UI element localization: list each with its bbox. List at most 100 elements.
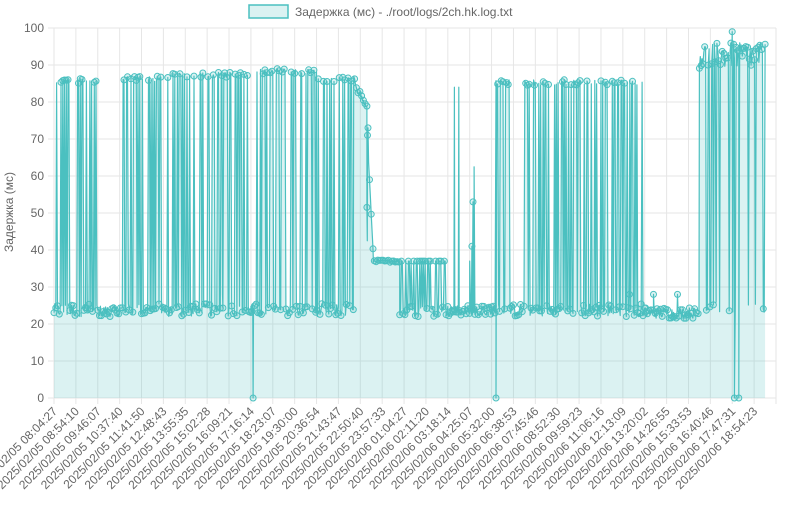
data-point <box>751 56 759 64</box>
data-point <box>92 77 100 85</box>
data-point <box>694 310 702 318</box>
data-point <box>439 303 447 311</box>
data-point <box>758 46 766 53</box>
legend[interactable]: Задержка (мс) - ./root/logs/2ch.hk.log.t… <box>248 4 513 19</box>
y-tick-label: 70 <box>31 132 45 146</box>
data-point <box>125 306 133 314</box>
legend-label[interactable]: Задержка (мс) - ./root/logs/2ch.hk.log.t… <box>295 5 513 19</box>
data-point <box>562 81 570 88</box>
data-point <box>408 302 416 310</box>
data-point <box>600 307 608 315</box>
data-point <box>296 302 304 310</box>
data-point <box>761 40 769 48</box>
data-point <box>190 72 198 80</box>
data-point <box>233 312 241 320</box>
data-point <box>208 311 215 319</box>
data-point <box>716 61 724 68</box>
data-point <box>115 310 123 318</box>
data-point <box>349 306 357 314</box>
y-tick-label: 0 <box>37 391 44 405</box>
data-point <box>129 308 137 316</box>
data-point <box>728 28 736 36</box>
legend-swatch[interactable] <box>248 4 289 19</box>
data-point <box>330 78 338 85</box>
data-point <box>249 394 257 402</box>
data-point <box>492 394 500 402</box>
y-tick-label: 80 <box>31 95 45 109</box>
data-point <box>54 302 61 310</box>
data-point <box>627 305 635 313</box>
data-point <box>674 290 681 298</box>
data-point <box>181 306 189 314</box>
data-point <box>414 313 422 320</box>
data-point <box>185 309 193 316</box>
data-point <box>222 73 230 81</box>
data-point <box>145 76 152 84</box>
data-point <box>691 305 699 313</box>
data-point <box>621 79 629 87</box>
data-point <box>228 302 236 310</box>
data-point <box>280 65 288 73</box>
y-tick-label: 10 <box>31 354 45 368</box>
data-point <box>327 305 334 312</box>
data-point <box>723 54 731 62</box>
data-point <box>152 305 159 313</box>
data-point <box>236 69 244 77</box>
data-point <box>444 303 452 310</box>
data-point <box>704 61 712 69</box>
data-point <box>299 309 307 317</box>
data-point <box>363 203 371 211</box>
y-axis: 0 10 20 30 40 50 60 70 80 90 100 <box>24 21 54 405</box>
data-point <box>363 102 371 110</box>
data-point <box>188 302 196 310</box>
data-point <box>594 312 601 320</box>
data-point <box>364 124 372 132</box>
data-point <box>292 302 300 310</box>
data-point <box>106 313 114 320</box>
data-point <box>510 301 517 309</box>
data-point <box>708 60 716 68</box>
data-point <box>55 310 63 318</box>
data-point <box>715 57 723 65</box>
data-point <box>64 76 72 84</box>
data-point <box>543 302 551 310</box>
data-point <box>701 43 709 51</box>
data-point <box>192 300 200 308</box>
data-point <box>252 300 260 308</box>
data-point <box>725 307 733 315</box>
data-point <box>466 309 474 317</box>
data-point <box>538 307 545 315</box>
data-point <box>291 69 299 77</box>
data-point <box>183 73 191 81</box>
data-point <box>706 303 714 311</box>
data-point <box>689 314 697 322</box>
data-point <box>195 309 203 317</box>
data-point <box>219 304 227 312</box>
data-point <box>328 301 336 309</box>
data-point <box>440 257 448 265</box>
data-point <box>468 242 476 250</box>
data-point <box>334 309 341 317</box>
data-point <box>622 313 630 320</box>
data-point <box>287 68 295 76</box>
data-point <box>257 310 265 318</box>
data-point <box>745 55 753 63</box>
data-point <box>480 302 488 310</box>
data-point <box>592 303 600 311</box>
y-axis-title: Задержка (мс) <box>2 172 16 252</box>
data-point <box>171 70 179 78</box>
data-point <box>629 77 636 85</box>
data-point <box>199 69 207 77</box>
data-point <box>759 305 767 313</box>
data-point <box>567 81 575 89</box>
data-point <box>122 308 130 316</box>
data-point <box>271 305 279 313</box>
data-point <box>229 310 237 318</box>
data-point <box>310 66 318 74</box>
data-point <box>124 73 131 81</box>
data-point <box>501 305 509 313</box>
data-point <box>320 77 327 85</box>
data-point <box>176 70 184 78</box>
data-point <box>164 74 172 81</box>
